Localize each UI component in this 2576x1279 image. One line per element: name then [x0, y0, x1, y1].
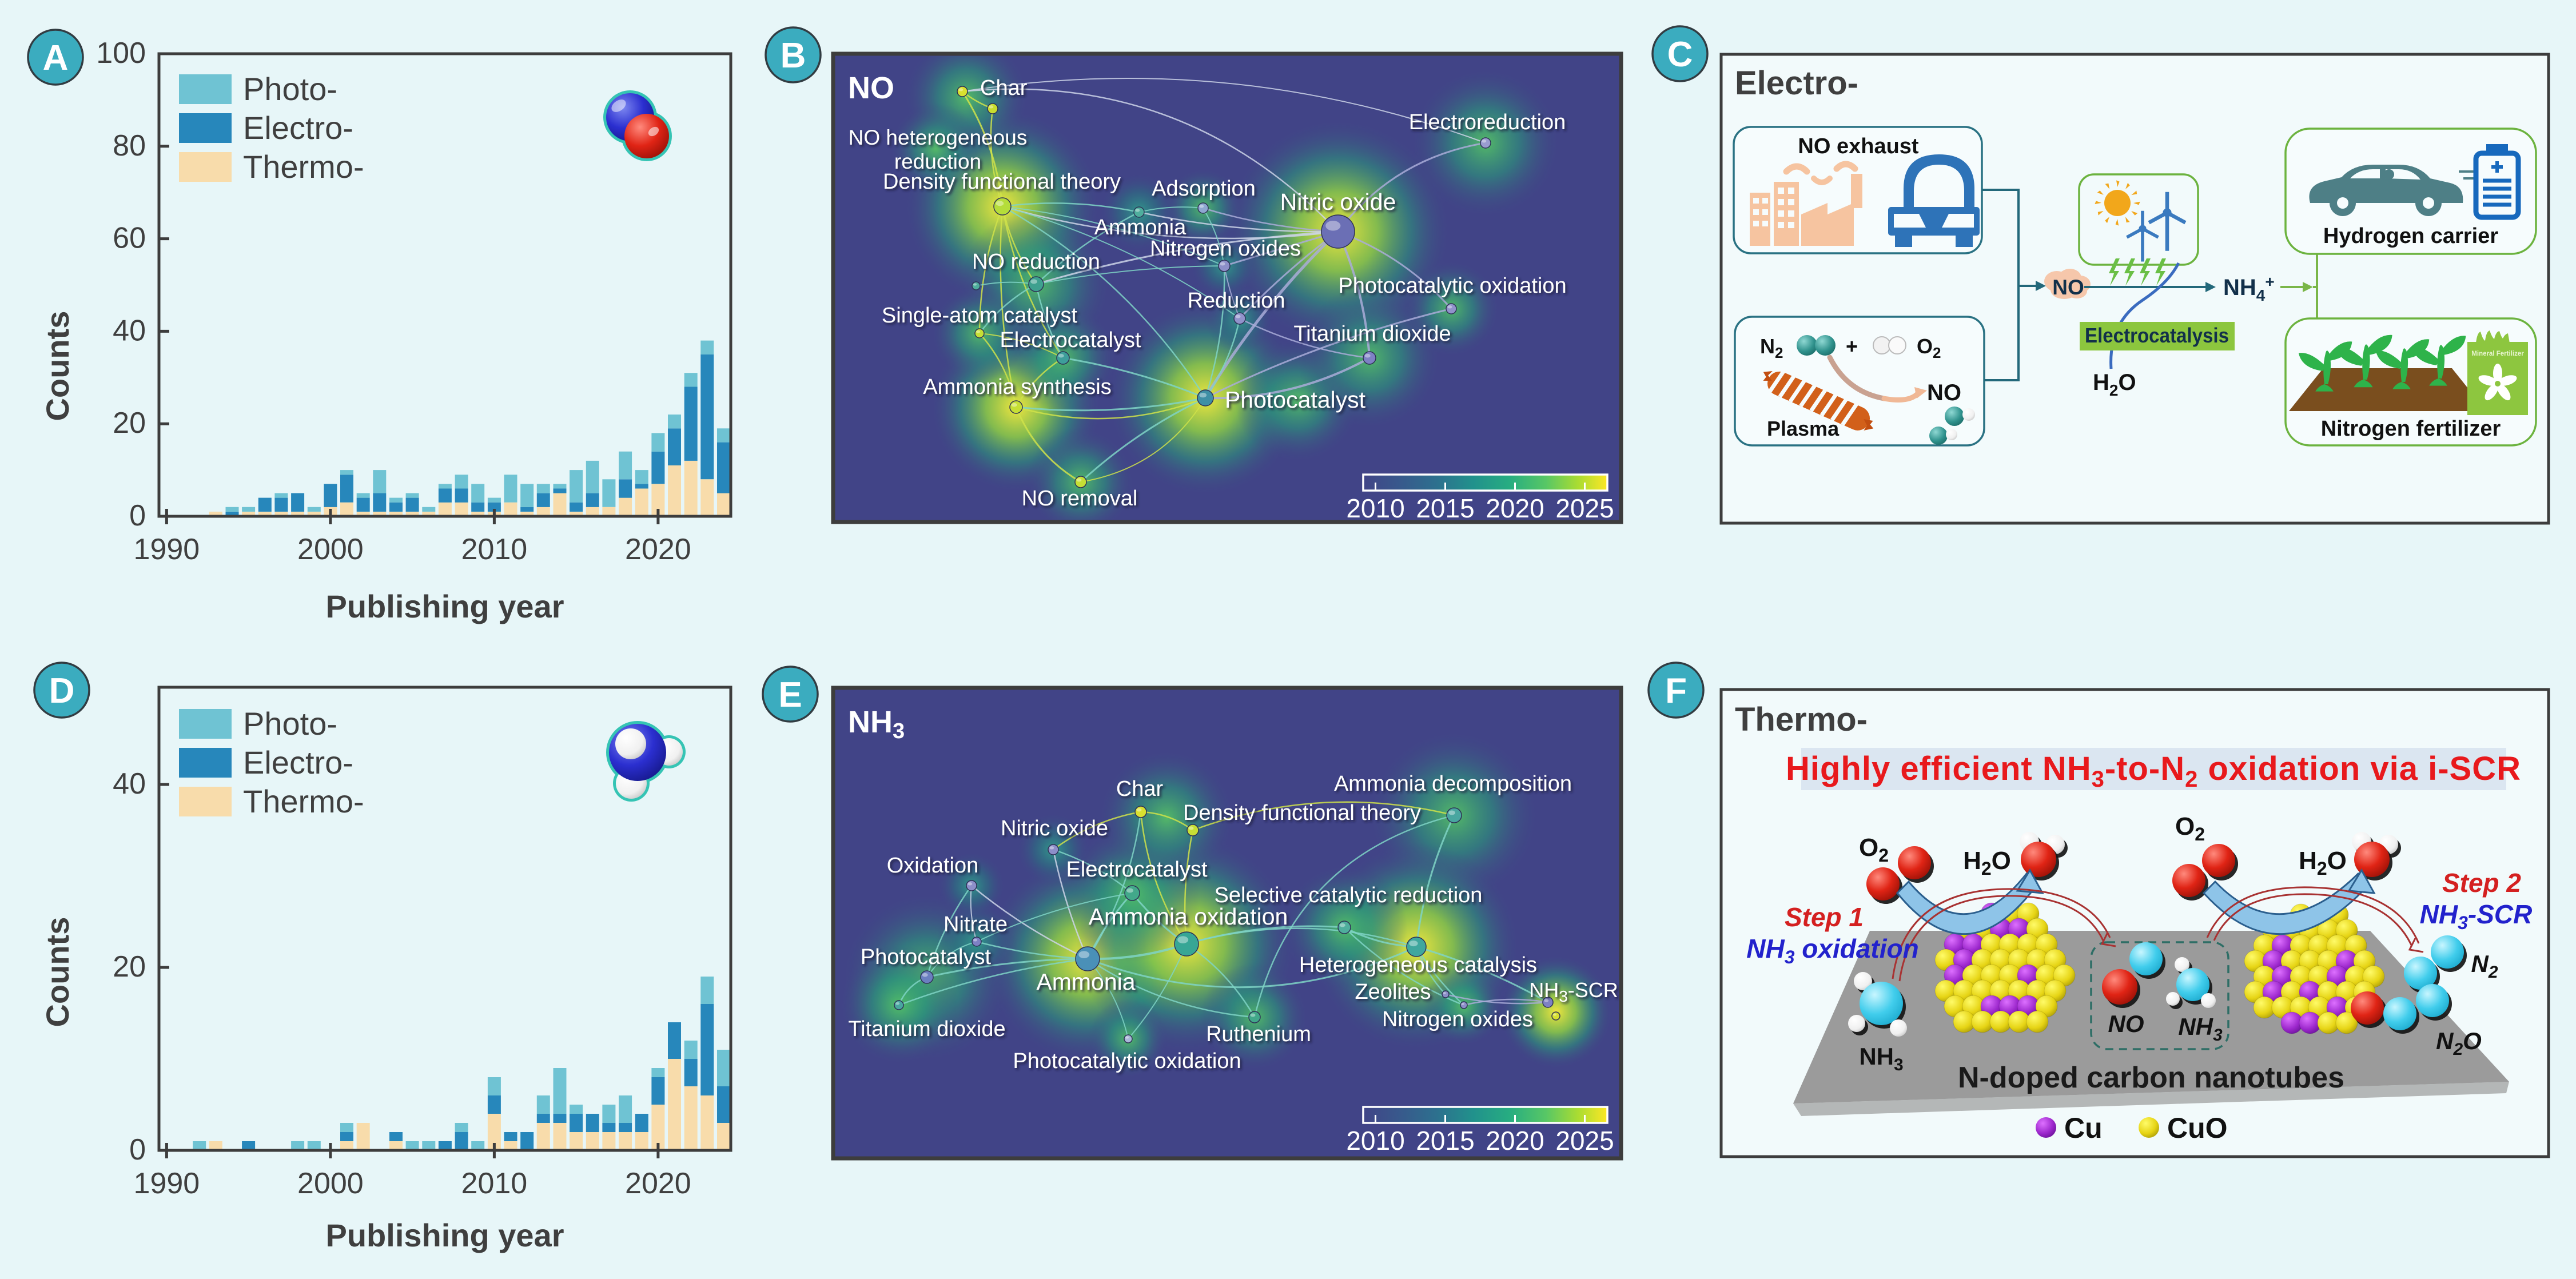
- svg-text:Cu: Cu: [2064, 1112, 2103, 1144]
- svg-text:Hydrogen carrier: Hydrogen carrier: [2323, 224, 2498, 248]
- svg-text:0: 0: [129, 1133, 146, 1166]
- svg-text:40: 40: [113, 314, 146, 347]
- svg-text:Counts: Counts: [39, 917, 75, 1027]
- svg-text:2020: 2020: [1486, 1126, 1544, 1156]
- svg-text:Photo-: Photo-: [243, 71, 337, 107]
- svg-text:2020: 2020: [625, 1167, 691, 1200]
- svg-text:Plasma: Plasma: [1767, 417, 1840, 440]
- svg-text:Ammonia: Ammonia: [1036, 969, 1135, 995]
- svg-text:Char: Char: [980, 76, 1028, 100]
- svg-text:2010: 2010: [1346, 493, 1404, 523]
- svg-text:Thermo-: Thermo-: [1735, 701, 1868, 738]
- svg-text:Highly efficient NH3-to-N2 oxi: Highly efficient NH3-to-N2 oxidation via…: [1786, 750, 2521, 792]
- svg-text:2000: 2000: [297, 533, 364, 566]
- svg-text:E: E: [778, 675, 802, 715]
- svg-text:B: B: [781, 36, 806, 75]
- svg-text:Photocatalytic oxidation: Photocatalytic oxidation: [1338, 274, 1566, 298]
- svg-text:2015: 2015: [1416, 1126, 1474, 1156]
- svg-text:Nitrogen oxides: Nitrogen oxides: [1150, 237, 1301, 261]
- svg-text:20: 20: [113, 407, 146, 440]
- svg-text:Electro-: Electro-: [243, 744, 353, 780]
- svg-text:D: D: [49, 671, 75, 711]
- svg-text:Ammonia oxidation: Ammonia oxidation: [1089, 903, 1288, 930]
- svg-text:2010: 2010: [461, 533, 528, 566]
- svg-text:NH3-SCR: NH3-SCR: [2420, 899, 2533, 933]
- svg-text:Step 2: Step 2: [2442, 868, 2521, 898]
- svg-text:reduction: reduction: [894, 150, 981, 173]
- svg-text:+: +: [1846, 334, 1858, 358]
- svg-text:NO heterogeneous: NO heterogeneous: [849, 126, 1028, 149]
- svg-text:20: 20: [113, 950, 146, 983]
- svg-text:100: 100: [96, 37, 146, 70]
- svg-text:Ammonia synthesis: Ammonia synthesis: [923, 375, 1111, 399]
- svg-text:2010: 2010: [1346, 1126, 1404, 1156]
- svg-text:Publishing year: Publishing year: [326, 588, 564, 624]
- svg-text:Photo-: Photo-: [243, 706, 337, 742]
- svg-text:NO: NO: [848, 71, 894, 105]
- svg-text:2020: 2020: [625, 533, 691, 566]
- svg-text:2025: 2025: [1555, 1126, 1614, 1156]
- svg-text:2025: 2025: [1555, 493, 1614, 523]
- svg-text:Nitrate: Nitrate: [943, 913, 1008, 937]
- svg-text:NH3-SCR: NH3-SCR: [1529, 978, 1618, 1005]
- svg-text:Nitric oxide: Nitric oxide: [1280, 189, 1396, 215]
- svg-text:2015: 2015: [1416, 493, 1474, 523]
- svg-text:Heterogeneous catalysis: Heterogeneous catalysis: [1299, 953, 1537, 977]
- svg-text:NO reduction: NO reduction: [972, 250, 1100, 274]
- svg-text:Electro-: Electro-: [1735, 65, 1858, 102]
- svg-text:Photocatalyst: Photocatalyst: [861, 945, 992, 969]
- svg-text:Photocatalyst: Photocatalyst: [1225, 387, 1366, 413]
- svg-text:Step 1: Step 1: [1785, 902, 1864, 932]
- svg-text:Single-atom catalyst: Single-atom catalyst: [882, 304, 1078, 328]
- svg-text:Electrocatalyst: Electrocatalyst: [1000, 328, 1141, 352]
- svg-text:A: A: [43, 38, 69, 78]
- svg-text:Ammonia decomposition: Ammonia decomposition: [1334, 772, 1572, 796]
- svg-text:NH3 oxidation: NH3 oxidation: [1746, 934, 1918, 967]
- svg-text:NO: NO: [2052, 276, 2084, 299]
- svg-text:60: 60: [113, 222, 146, 255]
- svg-text:NO: NO: [2108, 1010, 2144, 1037]
- svg-text:Thermo-: Thermo-: [243, 149, 364, 185]
- svg-text:Selective catalytic reduction: Selective catalytic reduction: [1215, 883, 1483, 907]
- svg-text:Nitrogen oxides: Nitrogen oxides: [1382, 1007, 1533, 1031]
- svg-text:Ammonia: Ammonia: [1094, 216, 1187, 240]
- svg-text:Density functional theory: Density functional theory: [1183, 801, 1421, 825]
- svg-text:Electro-: Electro-: [243, 110, 353, 146]
- svg-text:Electroreduction: Electroreduction: [1409, 110, 1566, 134]
- svg-text:Photocatalytic oxidation: Photocatalytic oxidation: [1013, 1049, 1241, 1073]
- svg-text:Electrocatalysis: Electrocatalysis: [2085, 324, 2229, 347]
- svg-text:Zeolites: Zeolites: [1355, 980, 1431, 1004]
- svg-text:1990: 1990: [134, 533, 200, 566]
- svg-text:C: C: [1667, 35, 1693, 74]
- svg-text:Thermo-: Thermo-: [243, 783, 364, 819]
- svg-text:NO removal: NO removal: [1022, 487, 1138, 511]
- svg-text:Electrocatalyst: Electrocatalyst: [1066, 858, 1208, 882]
- svg-text:F: F: [1665, 671, 1687, 711]
- svg-text:Adsorption: Adsorption: [1152, 177, 1256, 201]
- svg-text:2000: 2000: [297, 1167, 364, 1200]
- svg-text:Titanium dioxide: Titanium dioxide: [1293, 322, 1451, 346]
- svg-text:2020: 2020: [1486, 493, 1544, 523]
- svg-text:Counts: Counts: [39, 311, 75, 421]
- svg-text:Nitrogen fertilizer: Nitrogen fertilizer: [2321, 417, 2501, 441]
- svg-text:Ruthenium: Ruthenium: [1206, 1022, 1311, 1046]
- svg-text:1990: 1990: [134, 1167, 200, 1200]
- svg-text:Reduction: Reduction: [1187, 289, 1285, 313]
- svg-text:Oxidation: Oxidation: [887, 854, 979, 878]
- svg-text:Publishing year: Publishing year: [326, 1217, 564, 1253]
- svg-text:CuO: CuO: [2167, 1112, 2228, 1144]
- svg-text:NO: NO: [1927, 380, 1961, 405]
- svg-text:Titanium dioxide: Titanium dioxide: [848, 1017, 1005, 1041]
- svg-text:NH4+: NH4+: [2223, 273, 2275, 304]
- svg-text:N-doped carbon nanotubes: N-doped carbon nanotubes: [1958, 1061, 2344, 1094]
- svg-text:80: 80: [113, 129, 146, 162]
- svg-text:NO exhaust: NO exhaust: [1798, 134, 1919, 158]
- svg-text:0: 0: [129, 499, 146, 532]
- svg-text:Char: Char: [1116, 777, 1164, 801]
- svg-text:40: 40: [113, 767, 146, 800]
- svg-text:2010: 2010: [461, 1167, 528, 1200]
- svg-text:Density functional theory: Density functional theory: [883, 170, 1121, 194]
- svg-text:Nitric oxide: Nitric oxide: [1001, 816, 1108, 840]
- svg-text:Mineral Fertilizer: Mineral Fertilizer: [2471, 350, 2524, 357]
